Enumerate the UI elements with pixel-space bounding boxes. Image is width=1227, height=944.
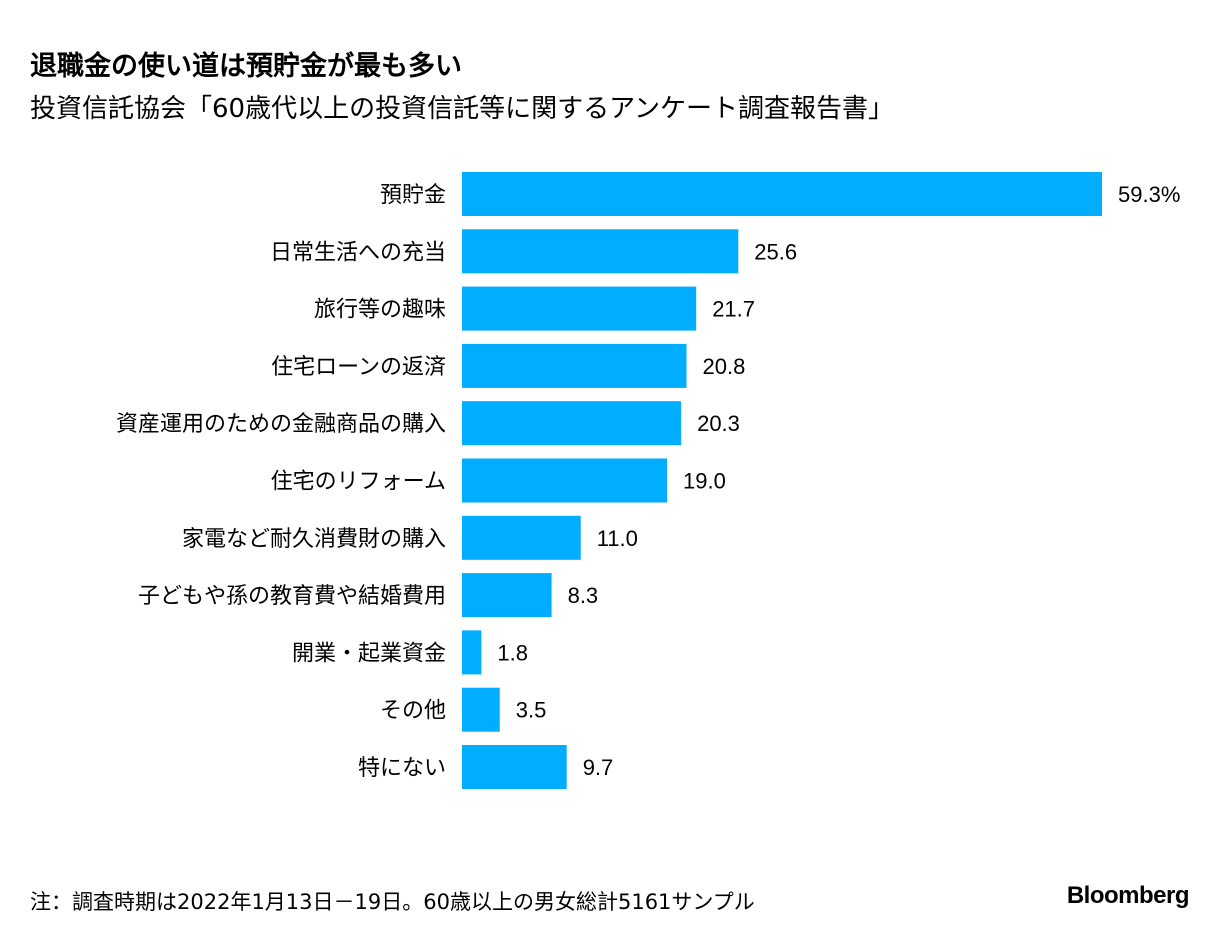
category-label: 預貯金: [380, 183, 446, 208]
bar: [462, 630, 482, 675]
value-label: 25.6: [754, 239, 797, 264]
value-label: 19.0: [683, 469, 726, 494]
value-label: 1.8: [497, 640, 528, 665]
value-label: 59.3%: [1118, 182, 1180, 207]
category-label: 資産運用のための金融商品の購入: [116, 412, 446, 437]
bar: [462, 458, 668, 503]
category-label: 特にない: [358, 756, 446, 781]
category-label: 日常生活への充当: [270, 240, 446, 265]
value-label: 21.7: [712, 297, 755, 322]
bar-chart: 預貯金 59.3% 日常生活への充当 25.6 旅行等の趣味 21.7 住宅ローンの返済 20…: [116, 172, 1180, 789]
category-label: 住宅ローンの返済: [271, 355, 446, 380]
bar: [462, 745, 567, 789]
category-label: 子どもや孫の教育費や結婚費用: [138, 584, 446, 609]
bar: [462, 515, 581, 560]
chart-title: 退職金の使い道は預貯金が最も多い: [30, 51, 462, 82]
bloomberg-logo: Bloomberg: [1066, 882, 1190, 909]
bar: [462, 229, 739, 274]
bar: [462, 573, 552, 618]
bar: [462, 343, 687, 388]
value-label: 20.8: [702, 354, 745, 379]
bar: [462, 286, 697, 331]
value-label: 3.5: [516, 698, 547, 723]
value-label: 8.3: [568, 583, 599, 608]
category-label: 旅行等の趣味: [314, 298, 446, 323]
value-label: 9.7: [583, 755, 614, 780]
category-label: 住宅のリフォーム: [271, 470, 446, 495]
category-label: その他: [380, 699, 446, 724]
bar: [462, 687, 500, 732]
bar: [462, 401, 682, 446]
chart-subtitle: 投資信託協会「60歳代以上の投資信託等に関するアンケート調査報告書」: [30, 94, 895, 124]
value-label: 20.3: [697, 411, 740, 436]
bar: [462, 172, 1102, 216]
category-label: 家電など耐久消費財の購入: [182, 527, 446, 552]
category-label: 開業・起業資金: [292, 641, 446, 666]
value-label: 11.0: [597, 526, 638, 551]
footnote: 注：調査時期は2022年1月13日－19日。60歳以上の男女総計5161サンプル: [30, 890, 755, 914]
